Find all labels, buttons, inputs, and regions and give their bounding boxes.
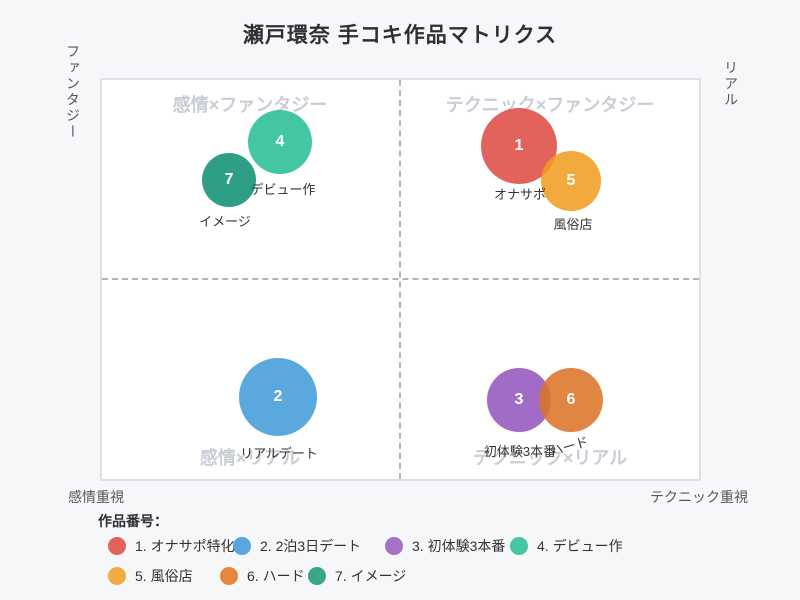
bubble-2-real-date[interactable]: 2	[239, 358, 317, 436]
quadrant-label-emotion-fantasy: 感情×ファンタジー	[172, 95, 328, 115]
legend-dot-7	[308, 566, 326, 585]
legend-item-2[interactable]: 2. 2泊3日デート	[233, 536, 361, 555]
quadrant-label-emotion-real: 感情×リアル	[199, 448, 301, 468]
legend-item-6[interactable]: 6. ハード	[220, 566, 305, 585]
axis-label-technique: テクニック重視	[650, 489, 748, 505]
bubble-4-number: 4	[275, 133, 285, 150]
legend-dot-1	[108, 536, 126, 555]
bubble-label-debut: デビュー作	[250, 182, 316, 197]
legend-dot-2	[233, 536, 251, 555]
legend-label-1: 1. オナサポ特化	[135, 537, 235, 554]
legend-item-4[interactable]: 4. デビュー作	[510, 536, 623, 555]
bubble-label-onasapo: オナサポ	[493, 187, 547, 202]
bubble-7-number: 7	[224, 171, 234, 188]
legend-label-3: 3. 初体験3本番	[412, 537, 506, 554]
bubble-label-hatsutaiken: 初体験3本番	[483, 444, 557, 459]
legend-item-5[interactable]: 5. 風俗店	[108, 566, 193, 585]
legend-item-3[interactable]: 3. 初体験3本番	[385, 536, 505, 555]
legend-dot-3	[385, 536, 403, 555]
quadrant-divider-horizontal	[102, 278, 699, 280]
bubble-label-image: イメージ	[199, 214, 251, 229]
bubble-7-image[interactable]: 7	[202, 153, 256, 207]
legend-label-2: 2. 2泊3日デート	[260, 537, 362, 554]
bubble-3-number: 3	[514, 391, 524, 408]
bubble-6-number: 6	[566, 391, 576, 408]
legend-dot-4	[510, 536, 528, 555]
quadrant-label-technique-real: テクニック×リアル	[472, 448, 628, 468]
legend-label-4: 4. デビュー作	[537, 537, 623, 554]
chart-title: 瀬戸環奈 手コキ作品マトリクス	[242, 24, 558, 47]
bubble-2-number: 2	[273, 388, 283, 405]
axis-label-fantasy: ファンタジー	[65, 44, 81, 140]
legend-heading: 作品番号：	[98, 513, 168, 529]
bubble-5-fuzokuten[interactable]: 5	[541, 151, 601, 211]
legend-item-7[interactable]: 7. イメージ	[308, 566, 406, 585]
bubble-1-number: 1	[514, 137, 524, 154]
bubble-label-real-date: リアルデート	[240, 446, 318, 461]
bubble-4-debut[interactable]: 4	[248, 110, 312, 174]
legend-label-6: 6. ハード	[247, 567, 305, 584]
bubble-6-hard[interactable]: 6	[539, 368, 603, 432]
bubble-5-number: 5	[566, 172, 576, 189]
legend-label-5: 5. 風俗店	[135, 567, 193, 584]
quadrant-label-technique-fantasy: テクニック×ファンタジー	[445, 95, 655, 115]
axis-label-real: リアル	[723, 60, 739, 108]
legend-dot-5	[108, 566, 126, 585]
legend-label-7: 7. イメージ	[335, 567, 407, 584]
legend-dot-6	[220, 566, 238, 585]
axis-label-emotion: 感情重視	[68, 489, 124, 505]
legend-item-1[interactable]: 1. オナサポ特化	[108, 536, 235, 555]
bubble-label-fuzokuten: 風俗店	[553, 217, 593, 232]
